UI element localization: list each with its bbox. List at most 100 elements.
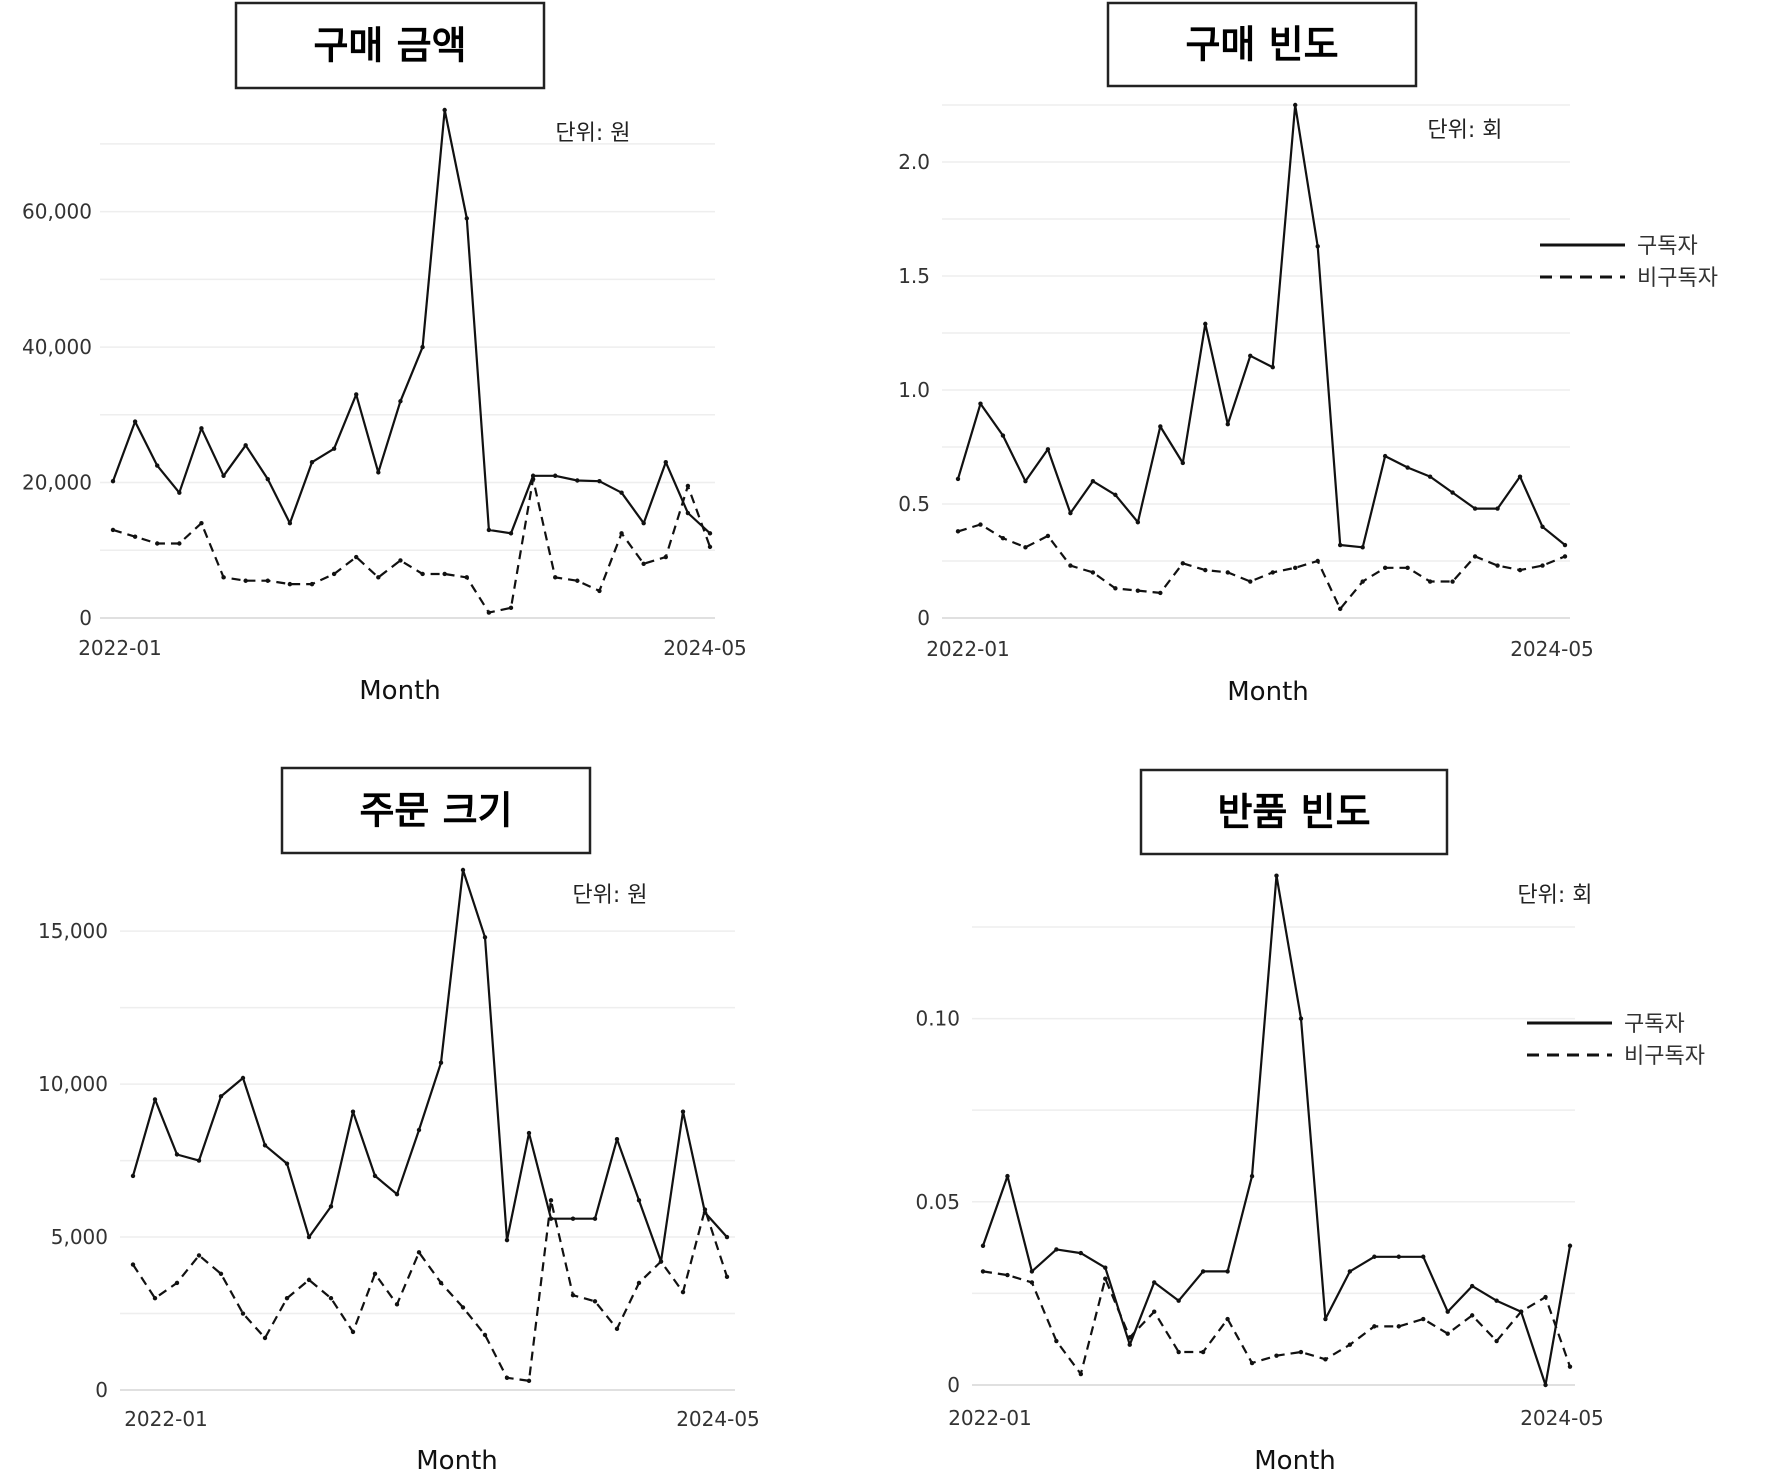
data-point	[218, 1094, 224, 1099]
data-point	[1127, 1335, 1132, 1340]
data-point	[1054, 1338, 1059, 1344]
data-point	[1248, 579, 1253, 584]
chart-title: 구매 금액	[313, 24, 466, 68]
chart-title: 반품 빈도	[1217, 790, 1370, 834]
data-point	[243, 443, 248, 448]
series-line-non-subscriber	[982, 1270, 1572, 1376]
series-line-subscriber	[111, 108, 711, 535]
data-point	[1562, 554, 1568, 559]
data-point	[1396, 1254, 1401, 1259]
data-point	[1396, 1324, 1401, 1329]
data-point	[460, 1305, 466, 1310]
data-point	[442, 107, 447, 113]
data-point	[1000, 433, 1006, 438]
data-point	[199, 426, 204, 431]
x-axis-title: Month	[416, 1446, 498, 1476]
data-point	[1315, 244, 1320, 249]
data-point	[1494, 1338, 1499, 1344]
y-tick-label: 0	[79, 606, 92, 630]
data-point	[685, 510, 691, 516]
chart-title-box	[1106, 1, 1418, 88]
data-point	[1000, 536, 1006, 541]
data-point	[1225, 422, 1230, 427]
x-tick-label: 2024-05	[1520, 1406, 1604, 1430]
data-point	[1517, 567, 1523, 573]
data-point	[174, 1280, 180, 1286]
data-point	[1249, 1360, 1255, 1366]
data-point	[240, 1311, 246, 1316]
data-point	[372, 1173, 378, 1179]
data-point	[548, 1198, 554, 1203]
data-point	[553, 473, 558, 478]
y-tick-label: 0.10	[915, 1007, 960, 1031]
data-point	[1135, 520, 1141, 525]
data-point	[1127, 1342, 1132, 1347]
data-point	[155, 463, 160, 468]
unit-label: 단위: 원	[572, 883, 647, 908]
data-point	[1203, 567, 1208, 573]
data-point	[1540, 524, 1545, 529]
data-point	[1152, 1280, 1157, 1285]
data-point	[553, 575, 558, 580]
data-point	[619, 531, 624, 536]
data-point	[1469, 1313, 1475, 1318]
data-point	[482, 1332, 488, 1338]
legend-label: 비구독자	[1637, 266, 1718, 291]
x-tick-label: 2022-01	[948, 1406, 1032, 1430]
data-point	[306, 1234, 312, 1240]
data-point	[1274, 873, 1279, 878]
data-point	[1495, 506, 1500, 511]
data-point	[1248, 353, 1253, 358]
data-point	[1225, 1269, 1230, 1274]
data-point	[1450, 579, 1455, 584]
unit-label: 단위: 원	[555, 121, 630, 146]
legend-label: 구독자	[1637, 234, 1698, 259]
data-point	[1382, 565, 1388, 571]
data-point	[1113, 586, 1118, 591]
data-point	[1517, 474, 1523, 479]
data-point	[416, 1127, 422, 1133]
data-point	[420, 571, 425, 577]
data-point	[130, 1173, 136, 1179]
data-point	[1445, 1309, 1450, 1314]
data-point	[464, 216, 469, 221]
x-tick-label: 2024-05	[676, 1407, 760, 1431]
data-point	[978, 522, 983, 527]
data-point	[1200, 1269, 1206, 1274]
legend-label: 구독자	[1624, 1012, 1685, 1037]
data-point	[331, 446, 337, 451]
data-point	[1360, 545, 1365, 550]
data-point	[350, 1109, 356, 1114]
data-point	[177, 541, 182, 546]
data-point	[1567, 1243, 1573, 1248]
data-point	[420, 344, 425, 350]
data-point	[1068, 510, 1073, 516]
x-tick-label: 2024-05	[663, 636, 747, 660]
data-point	[508, 605, 514, 611]
data-point	[1180, 460, 1186, 466]
x-tick-label: 2024-05	[1510, 637, 1594, 661]
data-point	[1450, 490, 1455, 495]
data-point	[548, 1216, 554, 1221]
data-point	[592, 1299, 598, 1304]
data-point	[110, 478, 116, 484]
data-point	[1270, 570, 1275, 575]
data-point	[287, 581, 293, 587]
data-point	[530, 473, 536, 478]
data-point	[438, 1280, 444, 1286]
y-tick-label: 1.0	[898, 378, 930, 402]
data-point	[1090, 479, 1096, 484]
data-point	[284, 1161, 290, 1166]
data-point	[394, 1302, 400, 1307]
data-point	[240, 1075, 246, 1081]
chart-title-box	[1139, 768, 1449, 856]
data-point	[1270, 365, 1275, 370]
data-point	[641, 561, 646, 567]
data-point	[486, 527, 492, 533]
data-point	[1203, 321, 1208, 327]
data-point	[177, 490, 182, 495]
data-point	[1337, 542, 1343, 548]
data-point	[1543, 1294, 1548, 1300]
data-point	[1347, 1269, 1353, 1274]
